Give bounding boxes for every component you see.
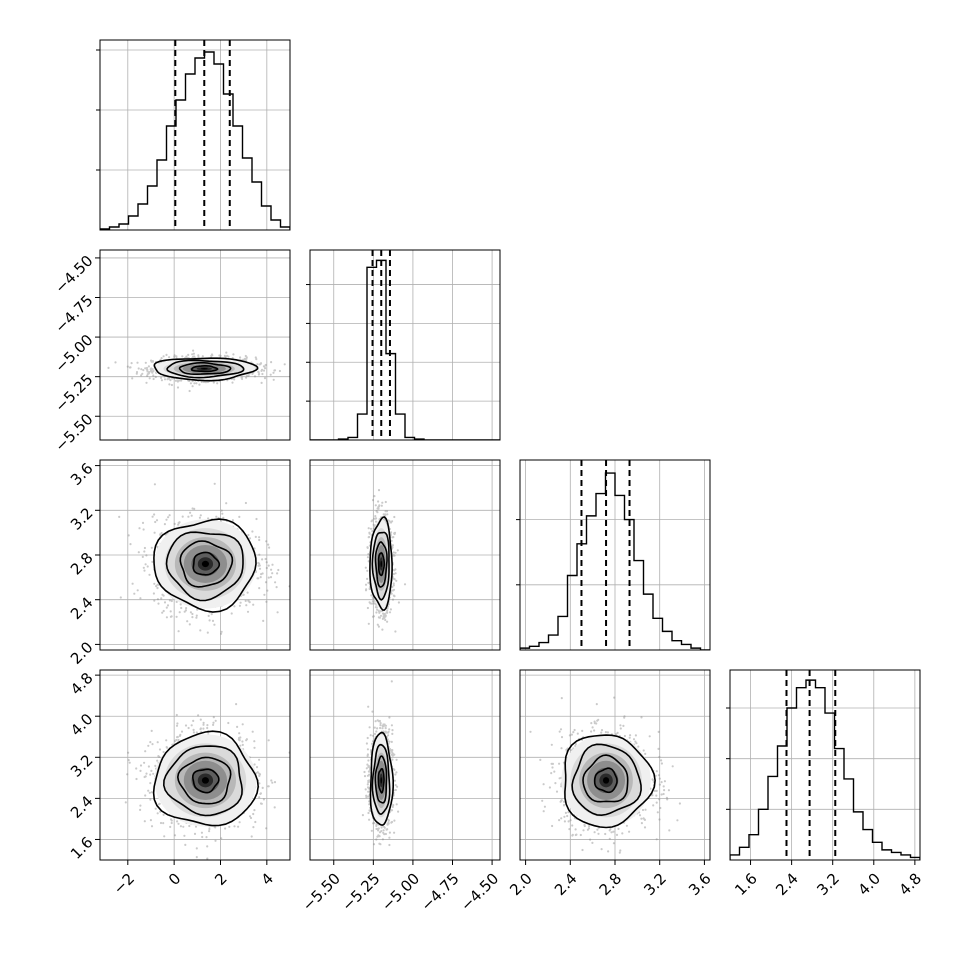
y-tick-label-2-4: 3.6 [67, 459, 97, 489]
y-tick-label-2-2: 2.8 [67, 549, 97, 579]
x-tick-label-1-2: −5.00 [378, 870, 423, 915]
contour-1 [582, 754, 629, 803]
histogram-2 [520, 472, 710, 650]
joint-content [310, 670, 500, 860]
contour-3 [564, 734, 656, 829]
x-tick-label-1-0: −5.50 [299, 870, 344, 915]
y-tick-label-1-4: −4.50 [51, 252, 96, 297]
joint-content [310, 460, 500, 650]
y-tick-label-1-2: −5.00 [51, 331, 96, 376]
x-tick-label-2-0: 2.0 [506, 870, 536, 900]
contour-1 [179, 540, 234, 588]
density-level-6 [380, 560, 383, 568]
x-tick-label-0-0: −2 [110, 870, 138, 898]
x-tick-label-1-4: −4.50 [457, 870, 502, 915]
y-tick-label-2-0: 2.0 [67, 638, 97, 668]
joint-content [100, 670, 290, 860]
joint-panel-2-3 [519, 669, 711, 861]
x-tick-label-0-2: 2 [211, 870, 230, 889]
joint-content [100, 460, 290, 650]
x-tick-label-3-1: 2.4 [772, 870, 802, 900]
y-tick-label-1-0: −5.50 [51, 410, 96, 455]
joint-frame-1-3 [309, 669, 501, 861]
histogram-frame-1 [309, 249, 501, 441]
contour-1 [176, 756, 232, 805]
contour-1 [178, 362, 232, 375]
x-tick-label-2-2: 2.8 [596, 870, 626, 900]
joint-panel-1-2 [309, 459, 501, 651]
contour-3 [152, 730, 260, 827]
density-level-6 [602, 777, 610, 784]
histogram-0 [100, 51, 290, 230]
y-tick-label-3-0: 1.6 [67, 833, 97, 863]
x-tick-label-3-0: 1.6 [731, 870, 761, 900]
x-tick-label-3-2: 3.2 [813, 870, 843, 900]
joint-content [520, 670, 710, 860]
y-tick-label-3-2: 3.2 [67, 751, 97, 781]
y-tick-label-3-3: 4.0 [67, 710, 97, 740]
joint-frame-1-2 [309, 459, 501, 651]
x-tick-label-2-1: 2.4 [551, 870, 581, 900]
histogram-frame-3 [729, 669, 921, 861]
contour-2 [371, 531, 390, 601]
x-tick-label-3-4: 4.8 [896, 870, 926, 900]
contour-3 [153, 357, 259, 382]
y-tick-label-1-1: −5.25 [51, 370, 96, 415]
y-tick-label-3-4: 4.8 [67, 669, 97, 699]
joint-panel-1-3 [309, 669, 501, 861]
contour-3 [153, 518, 257, 613]
density-level-6 [200, 367, 208, 370]
x-tick-label-0-3: 4 [258, 870, 277, 889]
y-tick-label-2-1: 2.4 [67, 594, 97, 624]
histogram-frame-2 [519, 459, 711, 651]
y-tick-label-2-3: 3.2 [67, 504, 97, 534]
contour-0 [190, 365, 219, 373]
x-tick-label-1-3: −4.75 [418, 870, 463, 915]
contour-0 [191, 768, 220, 794]
contour-2 [162, 745, 243, 817]
density-level-6 [201, 777, 209, 784]
contour-0 [377, 552, 386, 577]
histogram-panel-2 [516, 459, 711, 651]
density-level-6 [201, 560, 209, 568]
joint-frame-0-3 [99, 669, 291, 861]
contour-2 [371, 743, 391, 815]
histogram-frame-0 [99, 39, 291, 231]
joint-panel-0-1 [99, 249, 291, 441]
histogram-3 [730, 679, 920, 860]
contour-0 [377, 767, 385, 794]
contour-2 [166, 359, 245, 379]
contour-2 [571, 743, 642, 817]
y-tick-label-1-3: −4.75 [51, 291, 96, 336]
histogram-panel-1 [306, 249, 501, 441]
contour-2 [165, 531, 244, 602]
x-tick-label-1-1: −5.25 [338, 870, 383, 915]
joint-panel-0-2 [99, 459, 291, 651]
histogram-panel-3 [726, 669, 921, 861]
x-tick-label-2-3: 3.2 [640, 870, 670, 900]
contour-1 [374, 541, 388, 588]
x-tick-label-0-1: 0 [165, 870, 184, 889]
joint-content [100, 250, 290, 440]
joint-panel-0-3 [99, 669, 291, 861]
contour-0 [593, 767, 618, 794]
contour-3 [369, 516, 393, 611]
x-tick-label-3-3: 4.0 [854, 870, 884, 900]
contour-1 [374, 755, 388, 804]
histogram-1 [310, 259, 500, 440]
y-tick-label-3-1: 2.4 [67, 792, 97, 822]
x-tick-label-2-4: 3.6 [685, 870, 715, 900]
histogram-panel-0 [96, 39, 291, 231]
joint-frame-0-1 [99, 249, 291, 441]
density-level-6 [380, 777, 383, 784]
contour-0 [192, 551, 221, 576]
contour-3 [369, 731, 394, 826]
